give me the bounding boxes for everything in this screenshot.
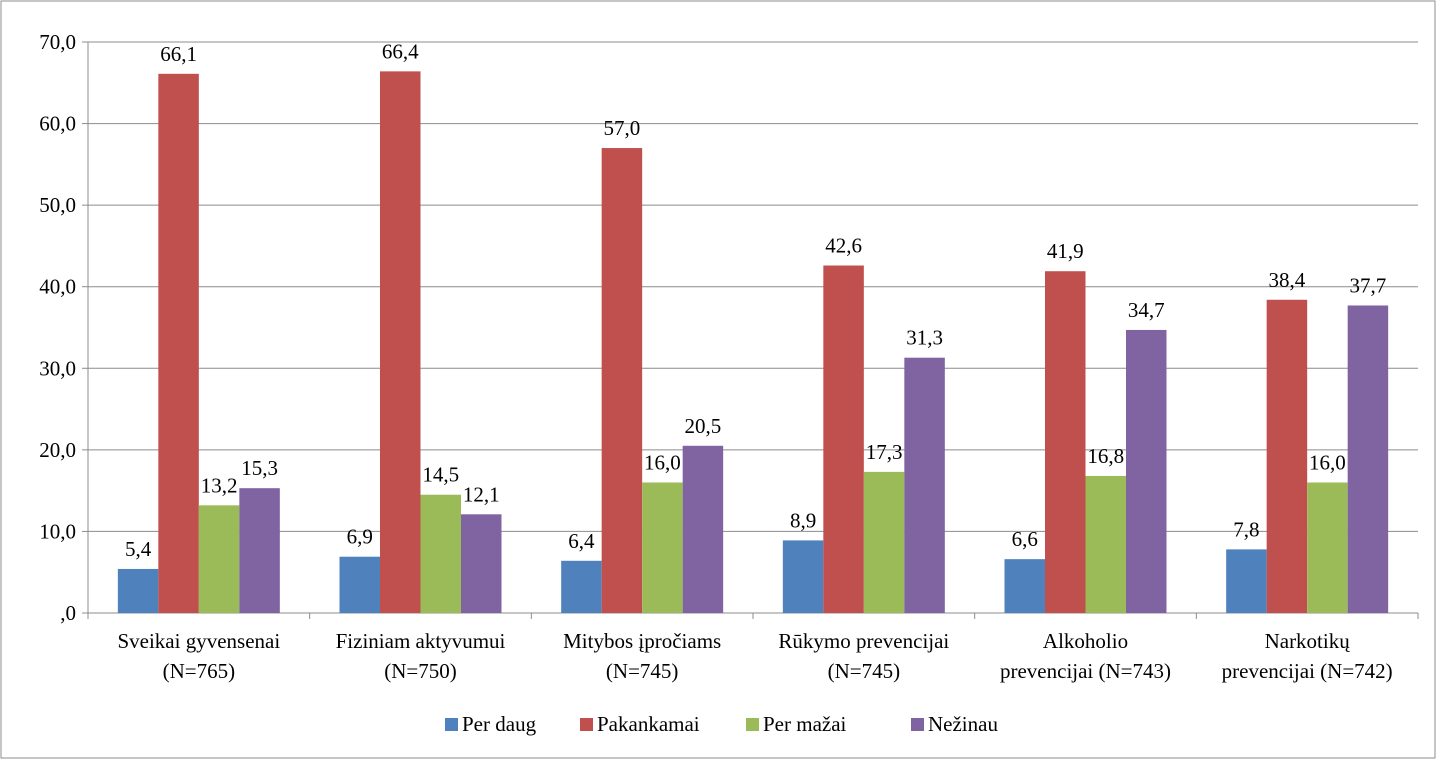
legend-swatch [445, 718, 458, 731]
axes: ,0 10,0 20,0 30,0 40,0 50,0 60,0 70,0 [39, 30, 1419, 625]
bar [380, 71, 421, 613]
bar [863, 471, 905, 613]
category-label: Mitybos įpročiams [563, 629, 721, 653]
legend-swatch [911, 718, 924, 731]
bar [461, 514, 502, 613]
data-label: 38,4 [1269, 268, 1306, 292]
bar [1266, 299, 1308, 613]
data-label: 31,3 [906, 326, 943, 350]
category-label: (N=765) [163, 659, 236, 683]
legend-swatch [746, 718, 759, 731]
category-label: Fiziniam aktyvumui [336, 629, 506, 653]
data-label: 17,3 [866, 440, 903, 464]
category-label: (N=745) [606, 659, 679, 683]
category-label: Alkoholio [1043, 629, 1128, 653]
bar [158, 73, 199, 613]
legend-swatch [580, 718, 593, 731]
data-label: 20,5 [685, 414, 722, 438]
data-label: 16,0 [1309, 450, 1346, 474]
category-label: Narkotikų [1265, 629, 1351, 653]
data-label: 8,9 [790, 508, 816, 532]
data-label: 15,3 [241, 456, 278, 480]
bar [823, 265, 864, 613]
data-label: 42,6 [825, 234, 862, 258]
bar [239, 488, 280, 613]
data-label: 5,4 [125, 537, 152, 561]
y-tick-label: 30,0 [39, 356, 76, 380]
data-label: 34,7 [1128, 298, 1165, 322]
bar [782, 540, 824, 613]
category-label: prevencijai (N=743) [1000, 659, 1171, 683]
y-tick-label: 50,0 [39, 193, 76, 217]
bar [1045, 271, 1086, 613]
data-label: 7,8 [1233, 517, 1259, 541]
data-label: 12,1 [463, 482, 500, 506]
data-label: 57,0 [604, 116, 641, 140]
y-tick-label: 40,0 [39, 275, 76, 299]
data-label: 41,9 [1047, 239, 1084, 263]
y-tick-label: ,0 [60, 601, 76, 625]
data-label: 66,4 [382, 39, 419, 63]
data-label: 6,9 [347, 525, 373, 549]
data-label: 13,2 [201, 473, 238, 497]
y-tick-label: 70,0 [39, 30, 76, 54]
bar [420, 494, 461, 613]
bar [601, 148, 643, 614]
grid-lines [88, 41, 1418, 532]
category-label: prevencijai (N=742) [1222, 659, 1393, 683]
bar [1085, 475, 1126, 613]
y-tick-label: 20,0 [39, 438, 76, 462]
legend-label: Pakankamai [597, 712, 700, 736]
data-label: 6,4 [568, 529, 595, 553]
bar [1347, 305, 1389, 613]
bar [1004, 559, 1045, 613]
bar [561, 560, 602, 613]
data-label: 66,1 [160, 42, 197, 66]
data-label: 16,8 [1087, 444, 1124, 468]
bar [1126, 329, 1167, 613]
data-label: 16,0 [644, 450, 681, 474]
legend-label: Per mažai [763, 712, 847, 736]
data-label: 6,6 [1012, 527, 1038, 551]
bar [1226, 549, 1267, 613]
category-label: Rūkymo prevencijai [778, 629, 949, 653]
bar [198, 505, 240, 613]
y-tick-label: 60,0 [39, 112, 76, 136]
category-label: (N=745) [828, 659, 901, 683]
y-tick-label: 10,0 [39, 519, 76, 543]
bar [1307, 482, 1348, 613]
bars [117, 71, 1389, 614]
bar [642, 482, 683, 613]
bar [117, 568, 159, 613]
legend: Per daug Pakankamai Per mažai Nežinau [445, 712, 998, 736]
data-label: 14,5 [422, 463, 459, 487]
legend-label: Per daug [462, 712, 537, 736]
category-label: Sveikai gyvensenai [117, 629, 280, 653]
data-label: 37,7 [1350, 273, 1387, 297]
bar [682, 445, 724, 613]
category-label: (N=750) [384, 659, 457, 683]
bar [339, 556, 380, 613]
category-labels: Sveikai gyvensenai (N=765) Fiziniam aktyvu… [117, 629, 1392, 683]
legend-label: Nežinau [928, 712, 998, 736]
data-labels: 5,4 66,1 13,215,3 6,9 66,4 14,512,1 6,4 57,0 16,… [125, 39, 1386, 561]
bar [904, 357, 945, 613]
